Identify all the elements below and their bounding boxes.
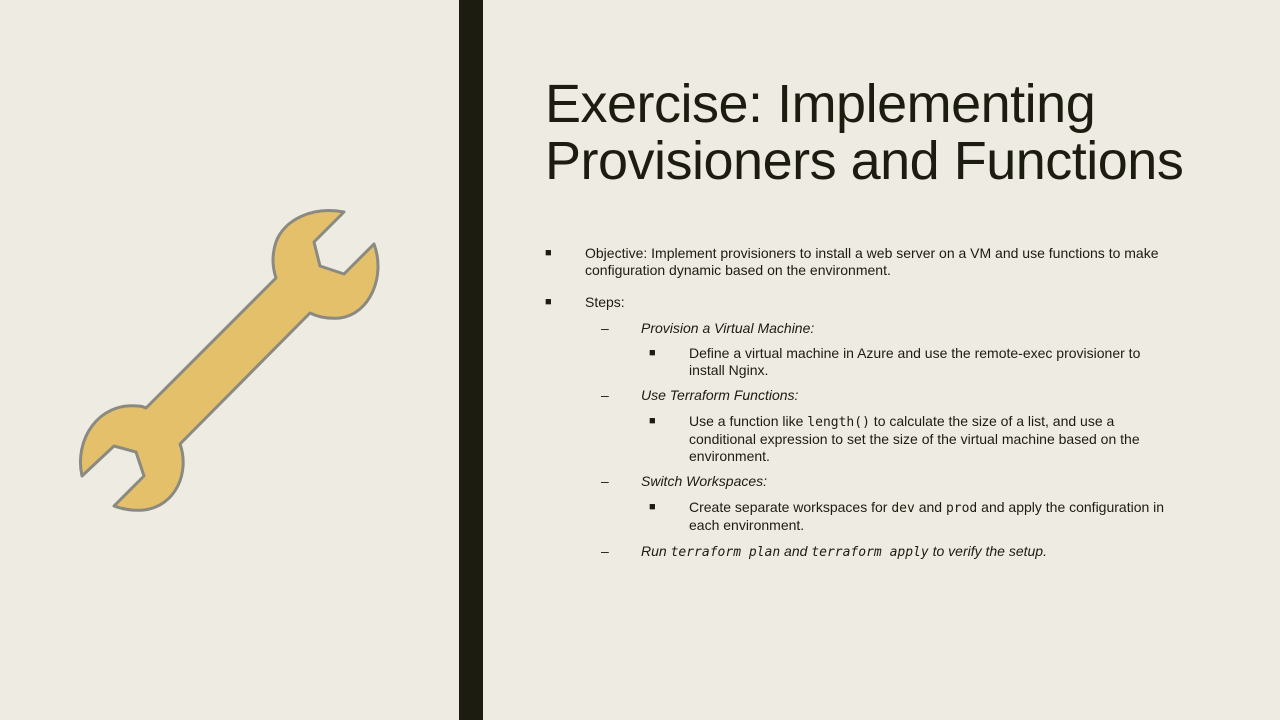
step-3-detail-pre: Create separate workspaces for (689, 498, 892, 515)
title-line-1: Exercise: Implementing (545, 74, 1096, 134)
square-bullet-icon: ■ (649, 414, 656, 427)
step-3-detail-text: Create separate workspaces for dev and p… (689, 499, 1170, 534)
dev-workspace-code: dev (891, 500, 915, 516)
step-4-text: Run terraform plan and terraform apply t… (641, 543, 1170, 562)
step-2-detail: ■ Use a function like length() to calcul… (545, 413, 1170, 465)
dash-bullet-icon: – (601, 319, 609, 336)
dash-bullet-icon: – (601, 387, 609, 403)
terraform-plan-code: terraform plan (670, 544, 781, 560)
step-2: – Use Terraform Functions: (545, 387, 1170, 404)
step-3-label: Switch Workspaces: (641, 473, 768, 489)
step-2-detail-text: Use a function like length() to calculat… (689, 413, 1170, 465)
square-bullet-icon: ■ (545, 247, 552, 259)
step-4: – Run terraform plan and terraform apply… (545, 543, 1170, 562)
objective-text: Objective: Implement provisioners to ins… (585, 245, 1159, 278)
step-1-label: Provision a Virtual Machine: (641, 319, 815, 336)
wrench-icon (79, 209, 380, 512)
bullet-steps: ■ Steps: (545, 294, 1170, 311)
dash-bullet-icon: – (601, 473, 609, 489)
square-bullet-icon: ■ (649, 500, 656, 513)
step-2-label: Use Terraform Functions: (641, 387, 799, 403)
step-2-detail-post: to calculate the size of a list, and use… (689, 412, 1140, 464)
steps-label: Steps: (585, 294, 625, 310)
step-1-detail: ■ Define a virtual machine in Azure and … (545, 345, 1170, 378)
divider-bar (459, 0, 483, 720)
prod-workspace-code: prod (945, 500, 978, 516)
step-3-detail-post: and apply the configuration in each envi… (689, 498, 1165, 534)
square-bullet-icon: ■ (649, 347, 656, 359)
step-4-post: to verify the setup. (928, 542, 1047, 559)
square-bullet-icon: ■ (545, 296, 552, 308)
dash-bullet-icon: – (601, 542, 609, 559)
step-4-mid: and (780, 542, 812, 559)
slide-title: Exercise: Implementing Provisioners and … (545, 76, 1185, 190)
step-4-pre: Run (641, 542, 671, 559)
title-line-2: Provisioners and Functions (545, 131, 1184, 191)
step-3-detail: ■ Create separate workspaces for dev and… (545, 499, 1170, 534)
terraform-apply-code: terraform apply (811, 544, 929, 560)
bullet-objective: ■ Objective: Implement provisioners to i… (545, 245, 1170, 278)
step-1-detail-text: Define a virtual machine in Azure and us… (689, 345, 1141, 378)
bullet-list: ■ Objective: Implement provisioners to i… (545, 245, 1170, 561)
left-panel (0, 0, 459, 720)
length-function-code: length() (807, 414, 870, 430)
step-2-detail-pre: Use a function like (689, 412, 808, 429)
step-3: – Switch Workspaces: (545, 473, 1170, 490)
step-3-detail-mid: and (914, 498, 946, 515)
step-1: – Provision a Virtual Machine: (545, 320, 1170, 337)
